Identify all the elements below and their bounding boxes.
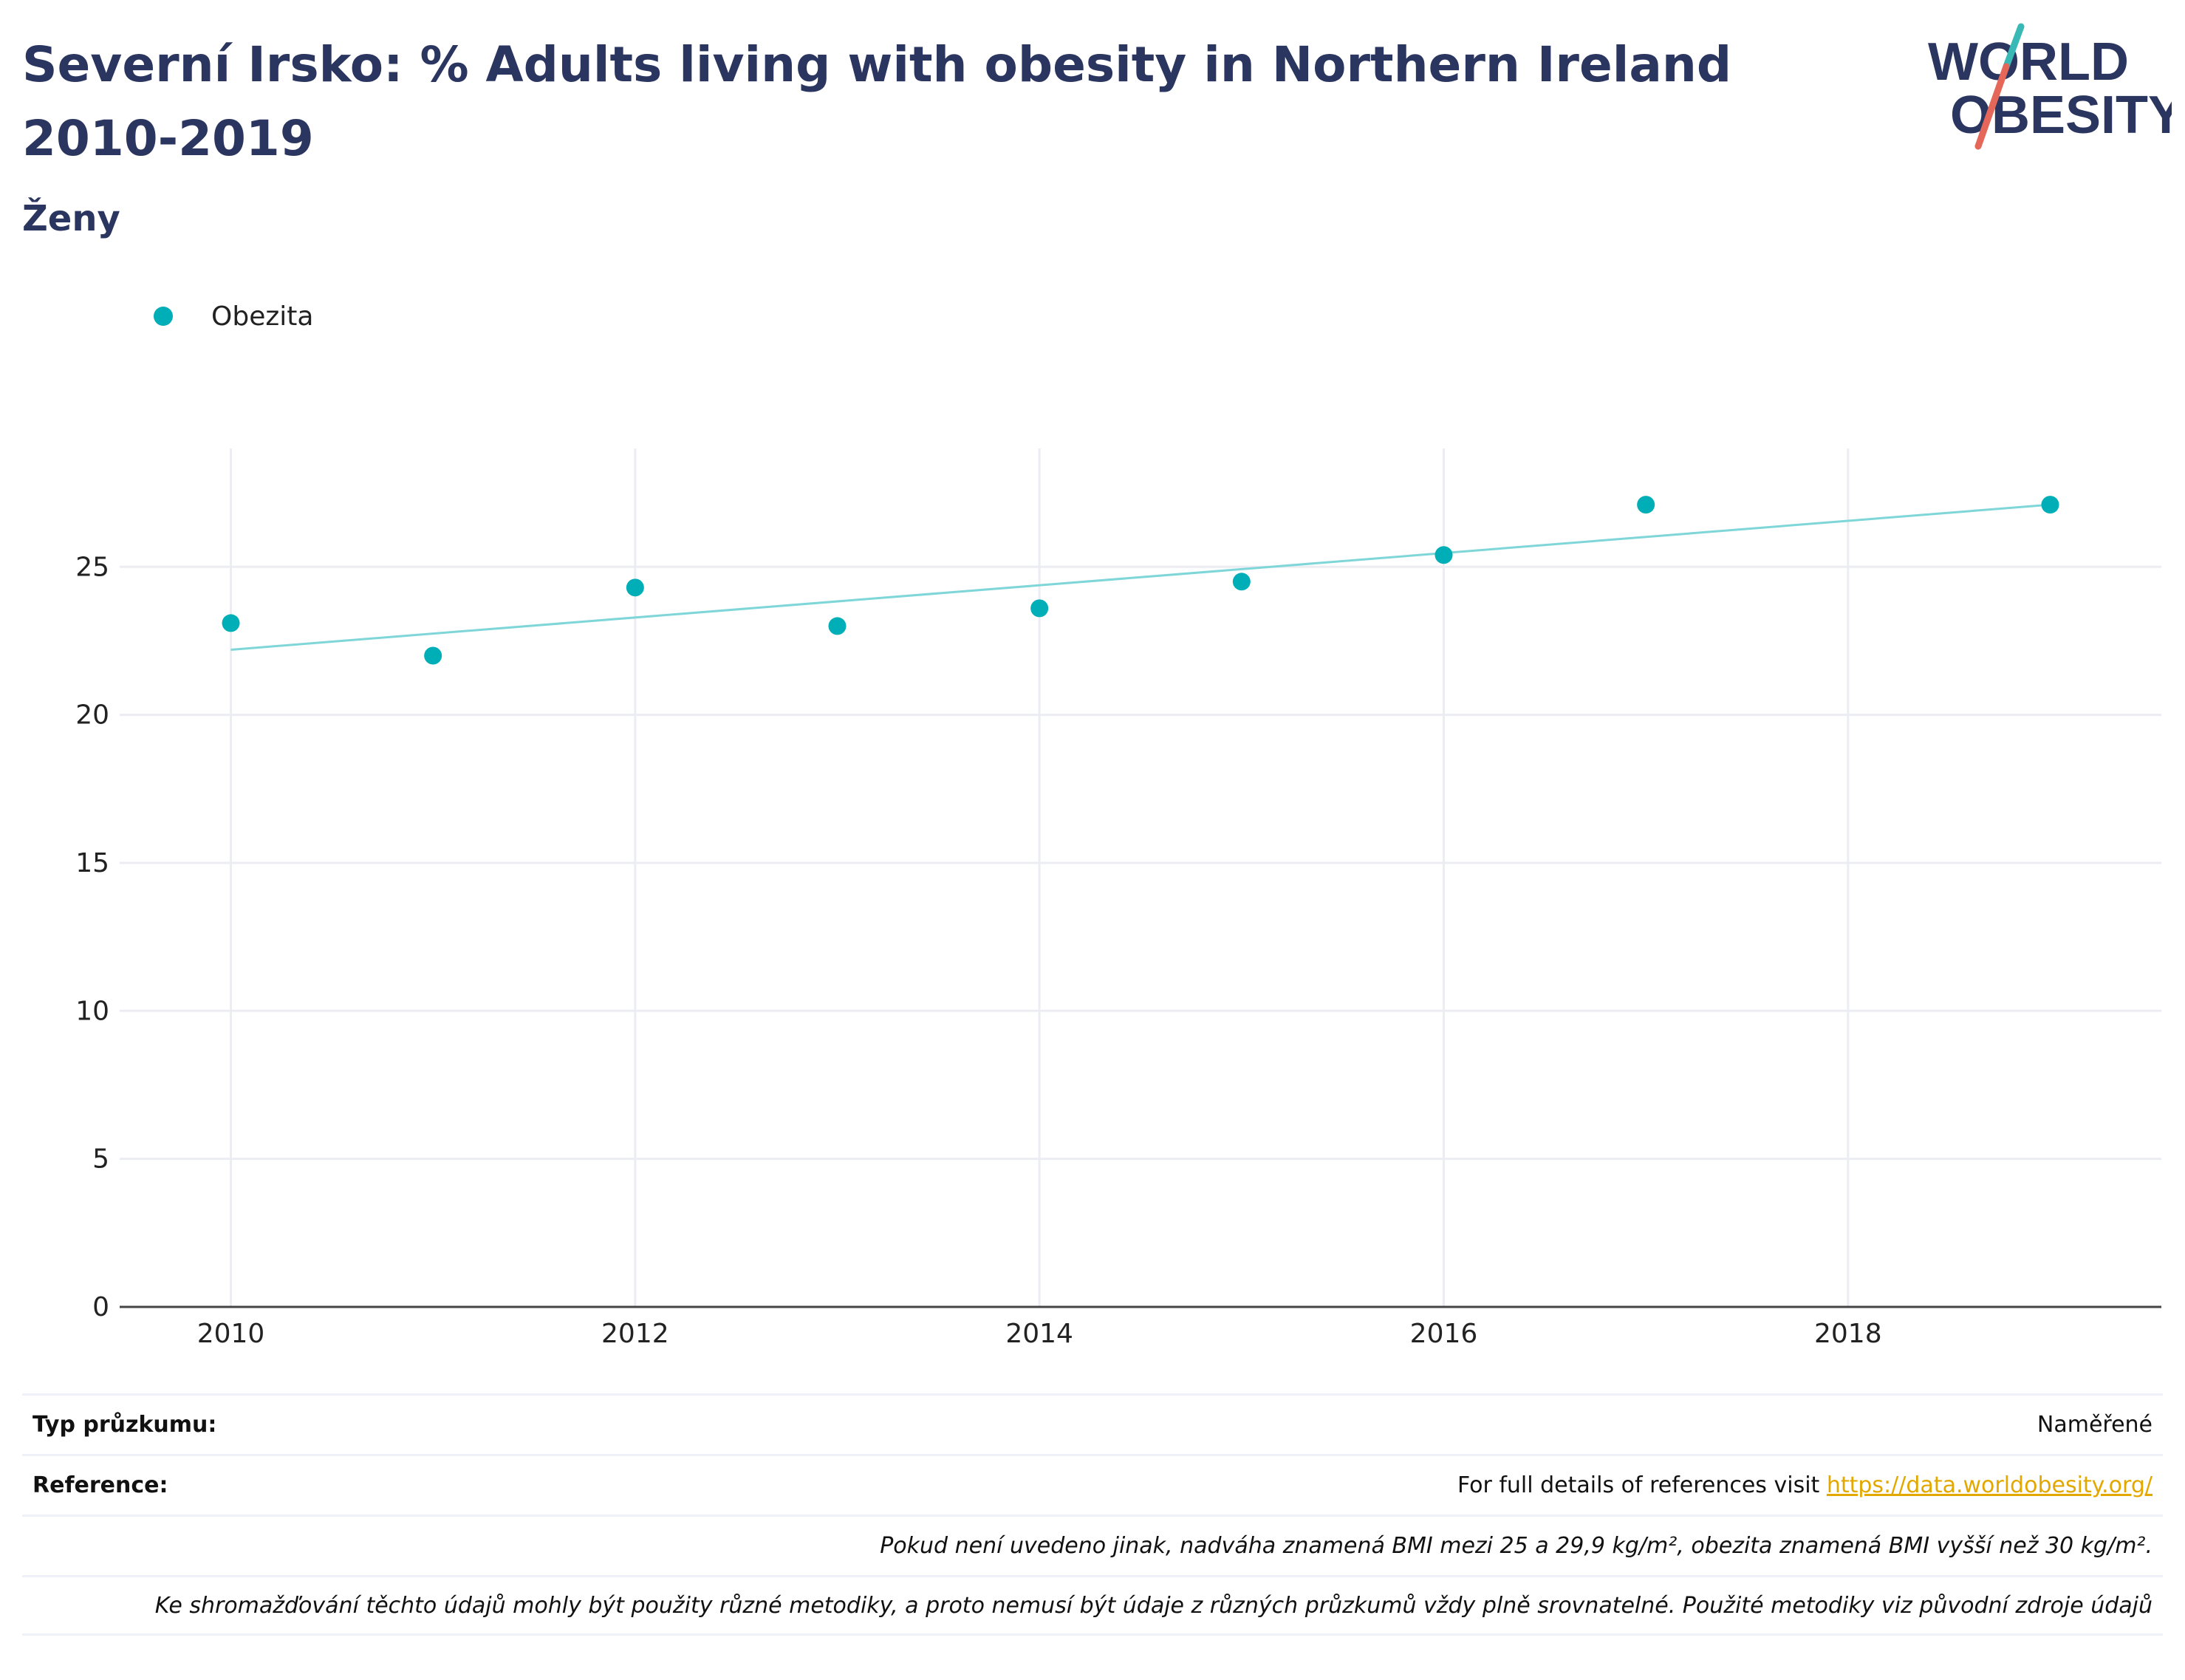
logo-slash-top xyxy=(2003,23,2025,70)
x-tick-label: 2014 xyxy=(1005,1319,1073,1349)
data-point xyxy=(1435,546,1453,564)
scatter-chart: 0 5 10 15 20 25 2010 2012 2014 2016 2018 xyxy=(75,448,2161,1349)
x-tick-label: 2012 xyxy=(601,1319,669,1349)
x-tick-label: 2016 xyxy=(1410,1319,1478,1349)
data-point xyxy=(222,614,240,632)
bmi-note-row: Pokud není uvedeno jinak, nadváha znamen… xyxy=(22,1515,2163,1575)
methods-note-row: Ke shromažďování těchto údajů mohly být … xyxy=(22,1575,2163,1636)
reference-value: For full details of references visit htt… xyxy=(1457,1472,2152,1498)
data-point xyxy=(626,578,644,597)
x-tick-label: 2010 xyxy=(197,1319,265,1349)
y-tick-label: 10 xyxy=(75,996,109,1026)
reference-link[interactable]: https://data.worldobesity.org/ xyxy=(1826,1472,2152,1498)
data-point xyxy=(1637,496,1655,514)
world-obesity-logo: WORLD OBESITY xyxy=(1928,23,2172,150)
legend-label-obezita: Obezita xyxy=(211,301,314,332)
data-point xyxy=(1030,599,1049,618)
reference-label: Reference: xyxy=(33,1472,168,1498)
y-tick-label: 25 xyxy=(75,552,109,582)
y-tick-label: 20 xyxy=(75,700,109,731)
bmi-note: Pokud není uvedeno jinak, nadváha znamen… xyxy=(880,1533,2152,1559)
survey-type-label: Typ průzkumu: xyxy=(33,1412,217,1438)
x-tick-label: 2018 xyxy=(1814,1319,1882,1349)
methods-note: Ke shromažďování těchto údajů mohly být … xyxy=(154,1592,2152,1619)
data-point xyxy=(828,617,847,635)
reference-row: Reference: For full details of reference… xyxy=(22,1454,2163,1515)
data-point xyxy=(2041,496,2059,514)
page-title: Severní Irsko: % Adults living with obes… xyxy=(22,36,1732,167)
chart-legend[interactable]: Obezita xyxy=(154,296,313,337)
data-point xyxy=(1232,573,1251,591)
legend-marker-obezita xyxy=(154,307,173,326)
chart-subtitle: Ženy xyxy=(22,198,120,239)
trendline xyxy=(230,503,2051,651)
logo-slash-bottom xyxy=(1974,63,2010,150)
survey-type-value: Naměřené xyxy=(2037,1412,2152,1438)
survey-type-row: Typ průzkumu: Naměřené xyxy=(22,1393,2163,1454)
logo-text-world: WORLD xyxy=(1928,33,2129,92)
y-tick-label: 5 xyxy=(92,1144,109,1175)
reference-text: For full details of references visit xyxy=(1457,1472,1827,1498)
info-table: Typ průzkumu: Naměřené Reference: For fu… xyxy=(22,1393,2163,1636)
y-tick-label: 0 xyxy=(92,1292,109,1322)
data-point xyxy=(424,646,442,665)
y-tick-label: 15 xyxy=(75,848,109,878)
